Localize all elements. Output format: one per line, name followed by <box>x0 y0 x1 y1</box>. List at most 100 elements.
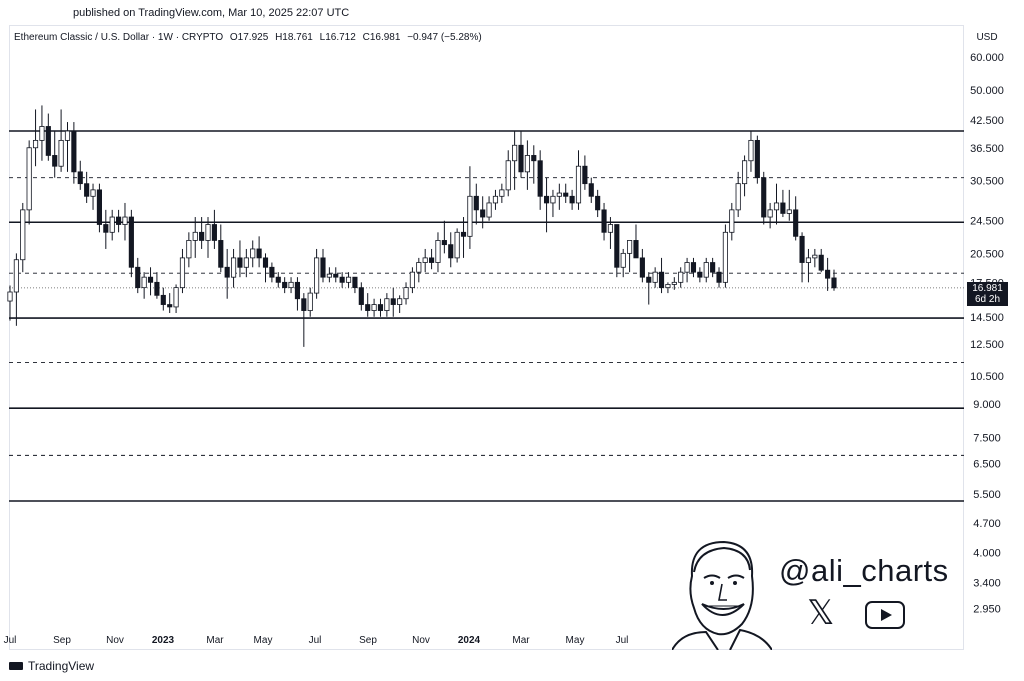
brand-name: TradingView <box>28 659 95 673</box>
candle-body <box>135 266 141 289</box>
candle-body <box>205 224 211 241</box>
y-tick-label: 14.500 <box>970 312 1004 324</box>
candle-body <box>122 216 128 225</box>
candle-body <box>761 177 767 218</box>
candle-body <box>831 277 837 289</box>
candle-body <box>301 298 307 311</box>
youtube-icon <box>865 601 905 629</box>
candle-body <box>365 304 371 311</box>
legend-close: C16.981 <box>362 32 401 43</box>
candle-body <box>658 271 665 289</box>
candle-body <box>441 240 447 246</box>
y-tick-label: 30.500 <box>970 176 1004 188</box>
candle-body <box>435 240 441 263</box>
candle-body <box>186 240 192 259</box>
candle-body <box>480 209 486 218</box>
chart-pane[interactable] <box>9 25 964 650</box>
candle-body <box>780 202 786 214</box>
candle-body <box>735 183 741 211</box>
candle-body <box>103 224 109 233</box>
legend-change: −0.947 (−5.28%) <box>407 32 482 43</box>
candle-body <box>339 276 345 283</box>
candle-body <box>825 269 831 279</box>
candle-body <box>531 155 537 162</box>
candle-body <box>141 276 147 289</box>
last-price-value: 16.981 <box>972 283 1003 294</box>
candle-body <box>320 257 326 278</box>
y-tick-label: 4.000 <box>973 548 1001 560</box>
candle-body <box>275 276 281 283</box>
candle-body <box>294 281 301 300</box>
tradingview-logo[interactable]: TradingView <box>9 659 94 673</box>
candle-body <box>358 287 364 305</box>
y-tick-label: 20.500 <box>970 248 1004 260</box>
candle-body <box>620 252 626 268</box>
candle-body <box>26 147 32 211</box>
candle-body <box>90 189 96 197</box>
x-tick-label: May <box>566 635 585 646</box>
legend-low: L16.712 <box>319 32 356 43</box>
candle-body <box>524 155 530 173</box>
candle-body <box>793 209 799 237</box>
candle-body <box>786 209 792 214</box>
x-tick-label: Mar <box>206 635 224 646</box>
candle-body <box>250 248 256 259</box>
candle-body <box>703 262 709 278</box>
candle-body <box>742 160 748 185</box>
candle-body <box>409 271 415 289</box>
candle-body <box>678 271 684 283</box>
candle-body <box>710 262 716 273</box>
candle-body <box>550 195 556 204</box>
candle-body <box>224 266 230 278</box>
y-tick-label: 50.000 <box>970 85 1004 97</box>
candle-body <box>96 189 102 225</box>
candle-body <box>154 281 160 296</box>
x-tick-label: Mar <box>512 635 530 646</box>
candle-body <box>588 183 594 197</box>
candle-body <box>269 266 275 278</box>
candle-body <box>237 257 243 268</box>
candle-body <box>77 171 83 185</box>
candle-body <box>211 224 217 241</box>
candle-body <box>671 281 677 285</box>
y-tick-label: 6.500 <box>973 459 1001 471</box>
candle-body <box>633 240 639 259</box>
candle-body <box>722 231 728 283</box>
candle-body <box>729 209 735 233</box>
candle-body <box>218 240 224 268</box>
x-tick-label: Jul <box>4 635 17 646</box>
candle-body <box>416 262 422 273</box>
candle-body <box>333 273 339 278</box>
avatar-icon <box>672 540 772 650</box>
candle-body <box>460 231 467 237</box>
candle-body <box>773 202 780 211</box>
candle-body <box>607 224 614 233</box>
candle-body <box>230 257 237 278</box>
candle-body <box>537 160 543 197</box>
candle-body <box>173 287 179 308</box>
candle-body <box>492 195 499 204</box>
candle-body <box>128 216 134 268</box>
currency-label[interactable]: USD <box>976 32 998 43</box>
x-tick-label: May <box>254 635 273 646</box>
candle-body <box>448 244 454 259</box>
y-tick-label: 60.000 <box>970 52 1004 64</box>
candle-body <box>422 257 428 263</box>
legend-open: O17.925 <box>229 32 269 43</box>
candle-body <box>256 248 262 259</box>
candle-body <box>556 192 562 197</box>
published-caption: published on TradingView.com, Mar 10, 20… <box>73 7 350 19</box>
candle-body <box>39 126 45 141</box>
candle-body <box>371 304 377 311</box>
candle-body <box>429 257 435 263</box>
candle-body <box>116 216 122 225</box>
candle-body <box>569 195 575 204</box>
candle-body <box>505 160 511 191</box>
candle-body <box>13 259 19 293</box>
candle-body <box>543 195 550 204</box>
y-tick-label: 4.700 <box>973 518 1001 530</box>
candle-body <box>467 195 473 237</box>
candle-body <box>109 216 115 233</box>
y-tick-label: 7.500 <box>973 432 1001 444</box>
